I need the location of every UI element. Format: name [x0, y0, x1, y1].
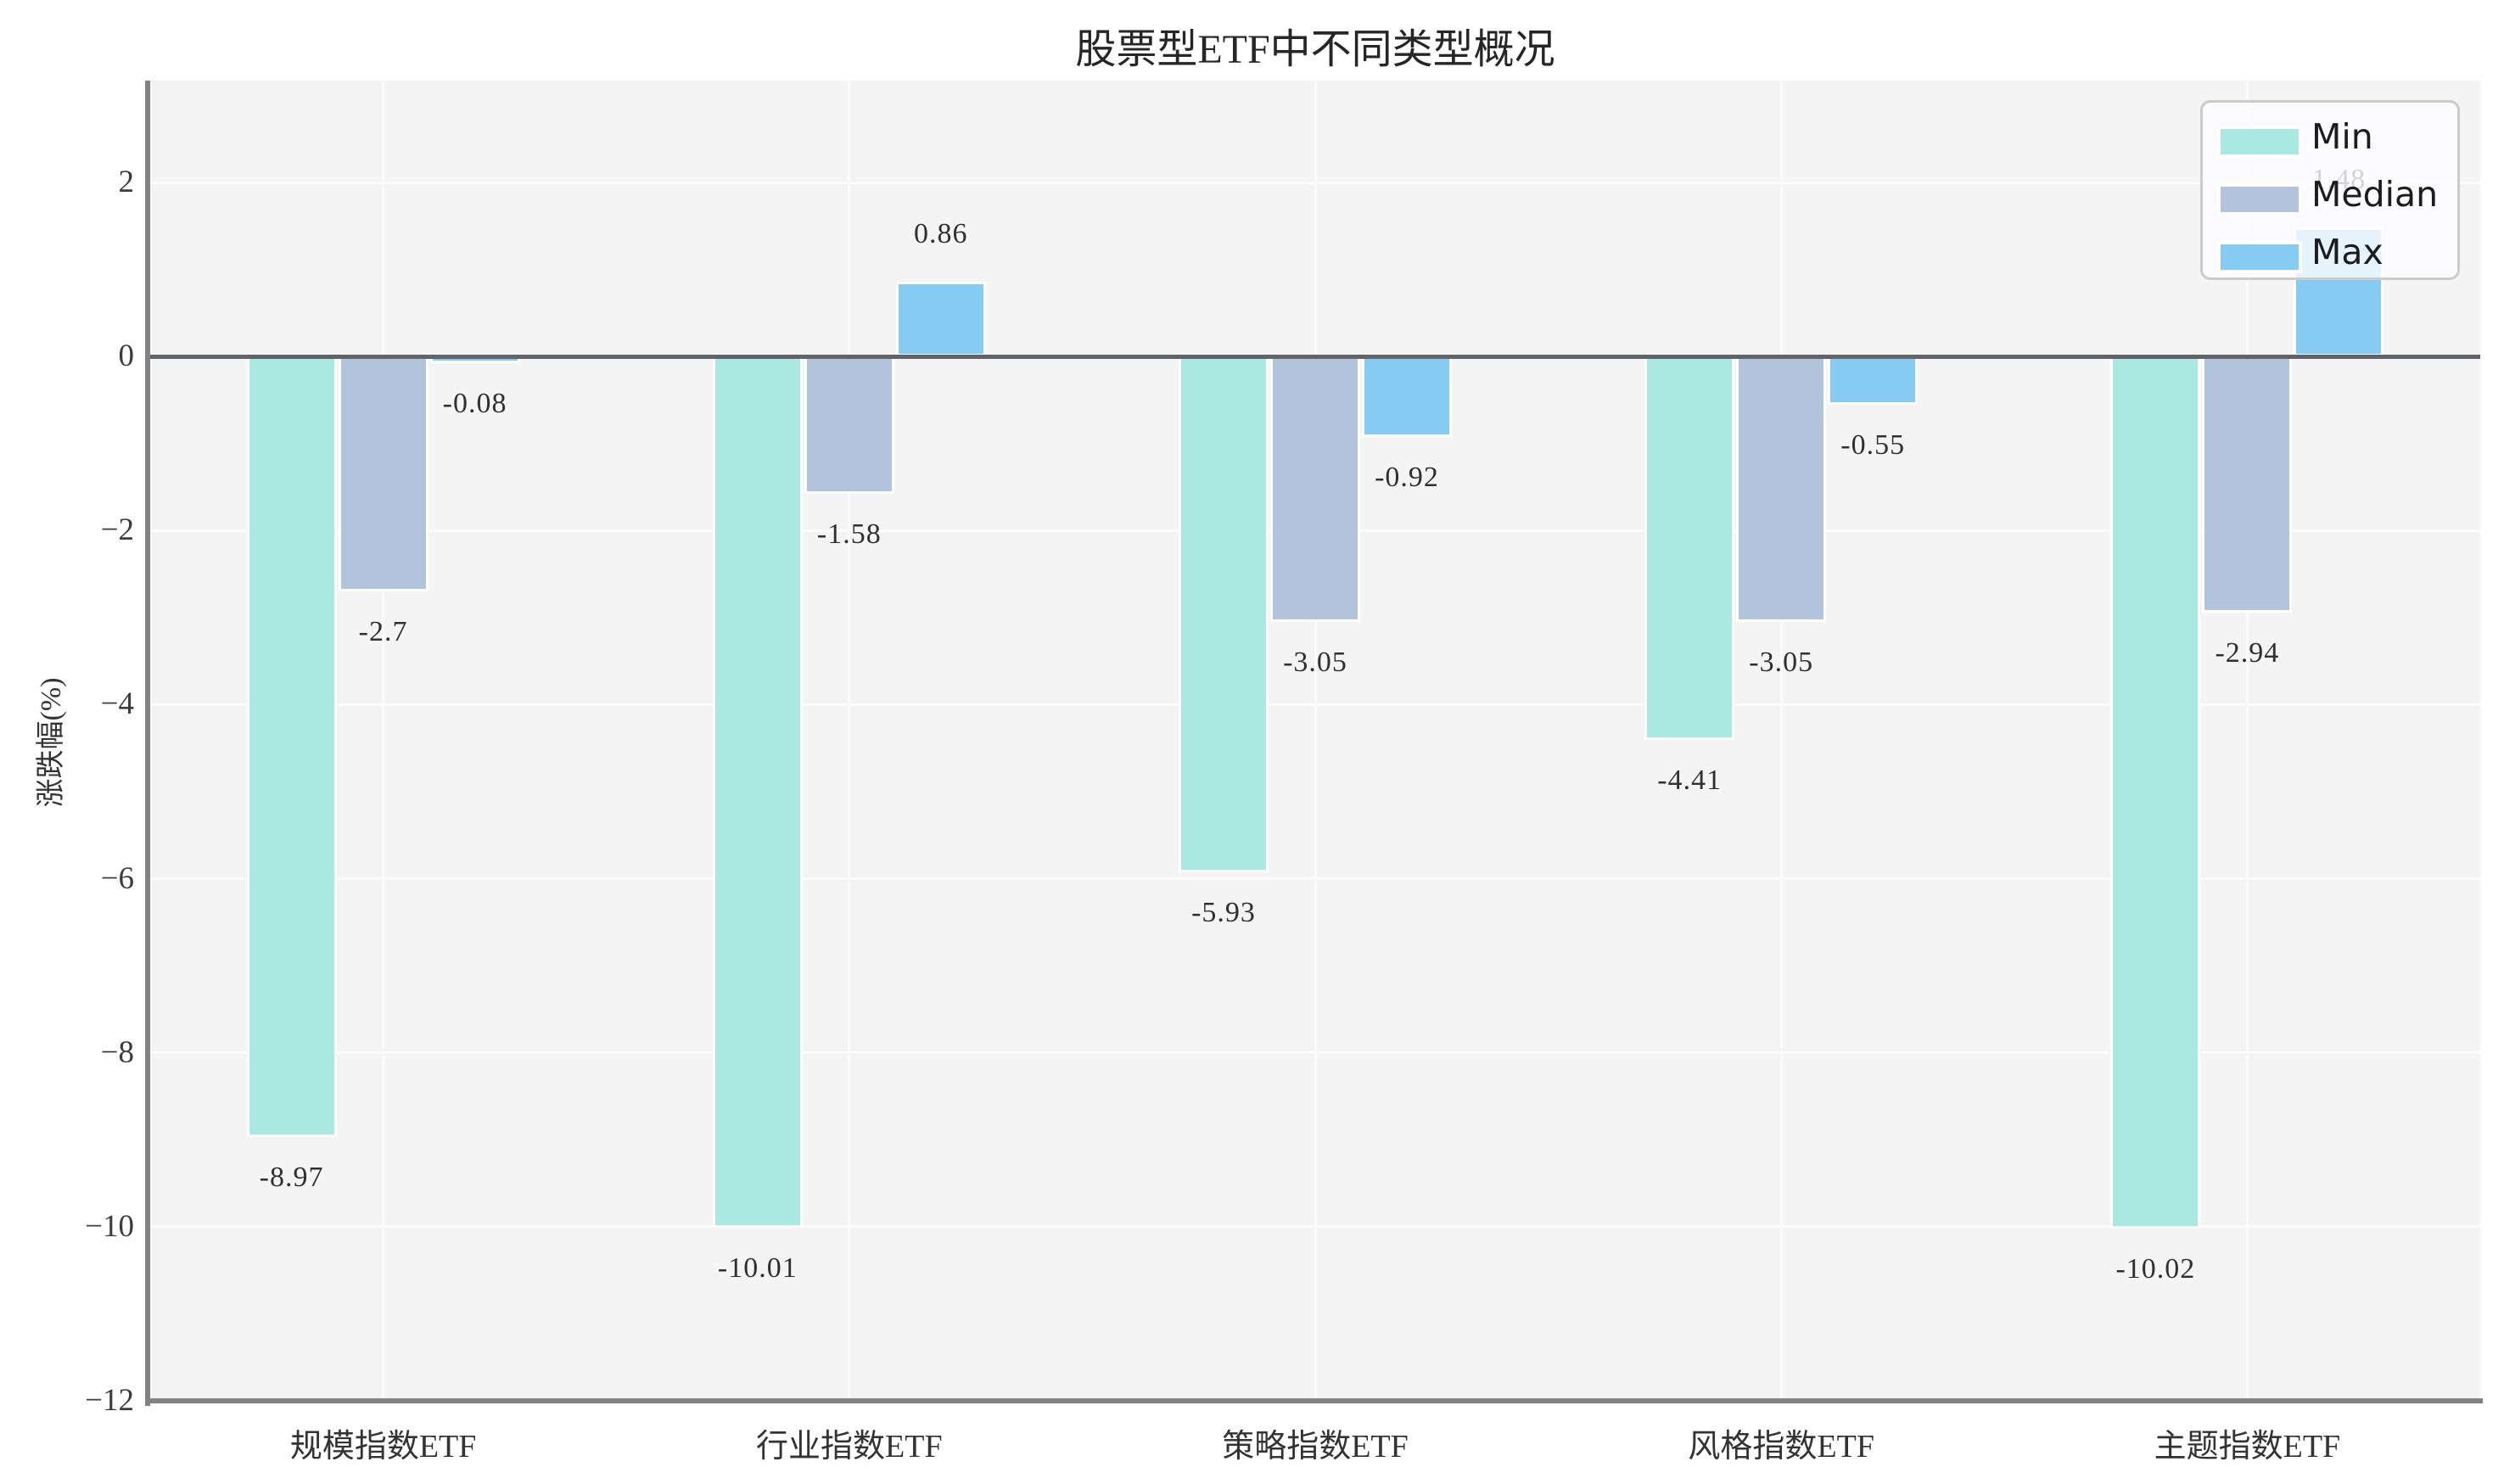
bar-median-1: [804, 356, 894, 495]
bar-value-label: -8.97: [259, 1162, 324, 1194]
zero-line: [150, 354, 2480, 359]
bar-value-label: -4.41: [1657, 764, 1723, 797]
legend: Min Median Max: [2200, 100, 2460, 280]
bar-value-label: -2.94: [2215, 636, 2280, 669]
x-tick-label: 策略指数ETF: [1222, 1429, 1409, 1464]
bar-value-label: -1.58: [816, 518, 882, 551]
x-tick-label: 行业指数ETF: [756, 1429, 943, 1464]
legend-item-max: Max: [2203, 227, 2457, 281]
bar-max-3: [1828, 356, 1919, 405]
bar-max-1: [895, 281, 986, 357]
legend-item-min: Min: [2203, 111, 2457, 165]
legend-label-min: Min: [2311, 116, 2373, 157]
gridline-v: [382, 81, 385, 1401]
bar-median-4: [2202, 356, 2293, 613]
x-tick-label: 主题指数ETF: [2154, 1429, 2341, 1464]
y-axis-spine: [145, 81, 150, 1406]
y-tick-label: −4: [100, 686, 134, 722]
bar-min-3: [1644, 356, 1735, 741]
bar-median-3: [1736, 356, 1827, 622]
y-tick-label: 2: [118, 165, 135, 199]
bar-value-label: 0.86: [914, 217, 968, 249]
legend-swatch-min-icon: [2217, 126, 2302, 158]
bar-value-label: -3.05: [1749, 646, 1814, 678]
x-tick-label: 规模指数ETF: [289, 1429, 477, 1464]
y-tick-label: −12: [85, 1383, 134, 1418]
chart-title: 股票型ETF中不同类型概况: [1075, 27, 1555, 72]
y-tick-label: 0: [118, 339, 135, 374]
bar-min-4: [2110, 356, 2201, 1229]
bar-value-label: -0.08: [442, 388, 507, 420]
bar-value-label: -0.55: [1840, 428, 1906, 461]
legend-item-median: Median: [2203, 169, 2457, 223]
bar-value-label: -10.01: [717, 1252, 798, 1284]
legend-label-max: Max: [2311, 232, 2384, 272]
bar-max-2: [1362, 356, 1452, 437]
y-tick-label: −10: [85, 1208, 134, 1244]
gridline-v: [2245, 81, 2249, 1401]
legend-swatch-max-icon: [2217, 241, 2302, 273]
bar-value-label: -10.02: [2115, 1252, 2196, 1285]
x-tick-label: 风格指数ETF: [1688, 1429, 1874, 1464]
bar-min-1: [712, 356, 803, 1228]
bar-value-label: -3.05: [1283, 646, 1347, 678]
bar-median-2: [1270, 356, 1360, 622]
bar-value-label: -5.93: [1191, 897, 1256, 929]
bar-value-label: -0.92: [1375, 461, 1439, 493]
legend-label-median: Median: [2311, 174, 2439, 215]
gridline-v: [1779, 81, 1783, 1401]
gridline-v: [848, 81, 851, 1401]
y-tick-label: −8: [100, 1034, 134, 1070]
bar-min-0: [246, 356, 337, 1138]
y-tick-label: −2: [100, 512, 134, 548]
legend-swatch-median-icon: [2217, 183, 2302, 216]
bar-min-2: [1179, 356, 1269, 873]
bar-value-label: -2.7: [358, 616, 408, 648]
y-tick-label: −6: [100, 860, 134, 896]
x-axis-spine: [145, 1398, 2483, 1403]
gridline-v: [1314, 81, 1317, 1401]
